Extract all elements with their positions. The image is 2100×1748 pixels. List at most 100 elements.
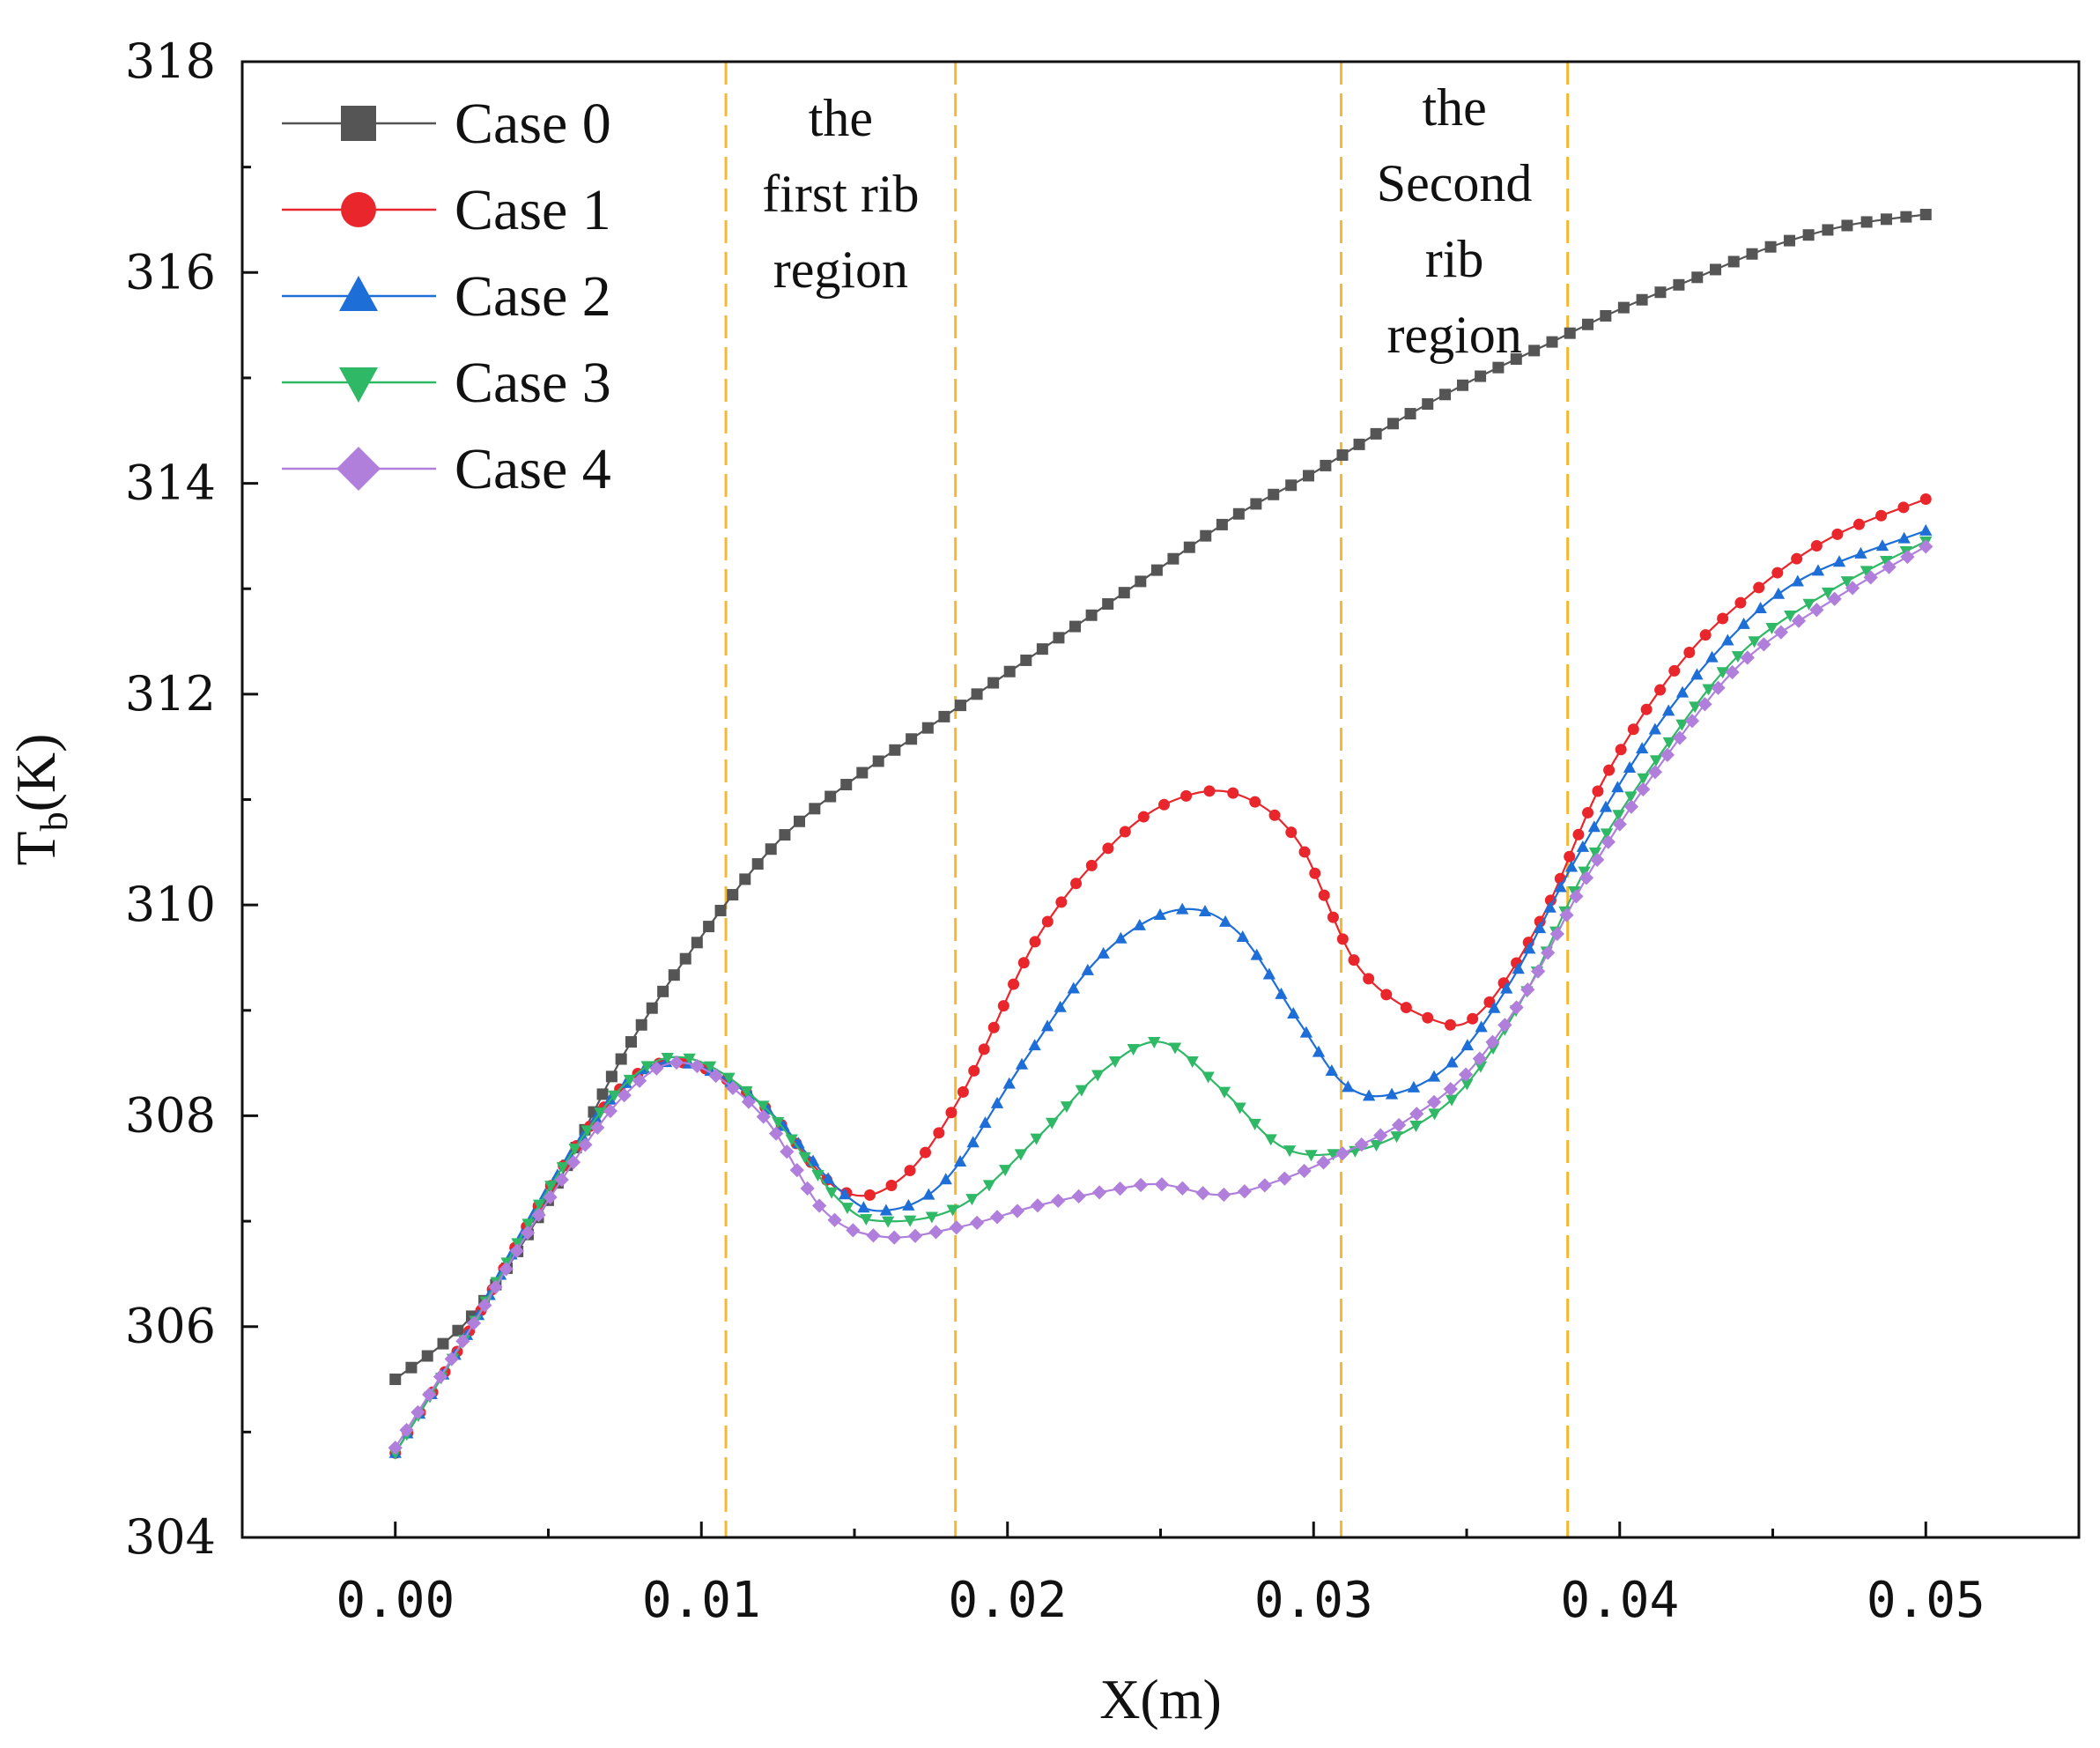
y-tick-label: 318: [125, 33, 216, 89]
data-point: [1753, 581, 1765, 594]
data-point: [1060, 1101, 1074, 1114]
data-point: [1727, 256, 1740, 268]
rib-region-label: region: [1386, 306, 1521, 364]
data-point: [1472, 1051, 1487, 1066]
data-point: [990, 1096, 1004, 1108]
data-point: [902, 1198, 915, 1211]
data-point: [997, 1000, 1009, 1012]
data-point: [1734, 596, 1747, 609]
data-point: [1127, 1043, 1140, 1055]
data-point: [635, 1018, 647, 1031]
legend-item: Case 4: [282, 437, 611, 501]
data-point: [1391, 1117, 1407, 1133]
data-point: [789, 1162, 804, 1178]
data-point: [1897, 531, 1911, 544]
data-point: [1702, 684, 1715, 696]
data-point: [1627, 723, 1639, 736]
data-point: [1746, 248, 1758, 260]
data-point: [452, 1324, 464, 1337]
data-point: [1791, 552, 1803, 565]
data-point: [679, 952, 691, 965]
data-point: [1840, 576, 1853, 589]
data-point: [1015, 1057, 1029, 1070]
data-point: [1488, 1001, 1501, 1013]
data-point: [1390, 1131, 1403, 1144]
series-case-0: [389, 208, 1932, 1386]
data-point: [969, 1215, 985, 1231]
data-point: [477, 1298, 492, 1313]
data-point: [1133, 918, 1146, 930]
data-point: [1748, 636, 1761, 648]
data-point: [1612, 817, 1627, 832]
data-point: [1168, 1042, 1182, 1055]
data-point: [1590, 852, 1605, 868]
data-point: [1765, 623, 1778, 635]
data-point: [1085, 609, 1098, 621]
data-point: [1268, 488, 1280, 500]
data-point: [856, 767, 869, 779]
data-point: [1054, 1000, 1067, 1012]
x-tick-label: 0.05: [1867, 1572, 1985, 1629]
rib-region-label: rib: [1425, 230, 1484, 288]
y-axis-title-main: T: [4, 831, 67, 865]
data-point: [1370, 1139, 1383, 1152]
data-point: [1257, 1178, 1272, 1193]
data-point: [1636, 742, 1649, 754]
data-point: [1283, 1145, 1297, 1158]
data-point: [780, 1144, 795, 1159]
data-point: [1636, 781, 1651, 796]
data-point: [1832, 555, 1846, 567]
data-point: [1386, 418, 1399, 430]
data-point: [1153, 908, 1167, 921]
data-point: [1041, 915, 1054, 928]
data-point: [740, 1085, 753, 1098]
data-point: [904, 1165, 916, 1177]
data-point: [1541, 945, 1556, 960]
data-point: [1897, 501, 1910, 514]
data-point: [1336, 933, 1349, 945]
legend-marker: [341, 106, 376, 141]
data-point: [1287, 1006, 1300, 1018]
legend-item: Case 3: [282, 351, 611, 415]
data-point: [1055, 896, 1068, 908]
data-point: [946, 1204, 959, 1217]
data-point: [1427, 1070, 1441, 1082]
y-tick-label: 312: [125, 666, 216, 722]
data-point: [1648, 722, 1662, 735]
data-point: [703, 921, 715, 933]
data-point: [1731, 651, 1745, 663]
data-point: [1600, 309, 1612, 322]
data-point: [1236, 930, 1249, 943]
data-point: [1475, 1020, 1488, 1033]
data-point: [389, 1374, 402, 1386]
data-point: [1546, 336, 1558, 348]
data-point: [1409, 1107, 1424, 1122]
rib-region-label: region: [773, 241, 908, 299]
data-point: [779, 829, 791, 841]
data-point: [1668, 664, 1681, 677]
data-point: [1327, 911, 1339, 923]
data-point: [722, 1072, 736, 1085]
data-point: [757, 1100, 770, 1113]
data-point: [1587, 820, 1601, 833]
data-point: [1603, 764, 1616, 776]
data-point: [739, 873, 751, 885]
data-point: [1020, 654, 1032, 666]
rib-region-label: first rib: [762, 165, 919, 223]
data-point: [1581, 318, 1593, 330]
data-point: [1725, 664, 1740, 680]
data-point: [1320, 459, 1332, 471]
data-point: [1180, 789, 1193, 802]
data-point: [1248, 1118, 1261, 1130]
series-case-1: [389, 493, 1932, 1459]
data-point: [1091, 1185, 1107, 1200]
data-point: [989, 1210, 1005, 1225]
data-point: [1108, 1056, 1122, 1069]
data-point: [809, 803, 821, 815]
data-point: [554, 1172, 569, 1188]
data-point: [1649, 755, 1663, 767]
data-point: [1697, 697, 1712, 712]
data-point: [1624, 791, 1638, 804]
data-point: [1458, 1067, 1474, 1082]
data-point: [1531, 964, 1546, 979]
